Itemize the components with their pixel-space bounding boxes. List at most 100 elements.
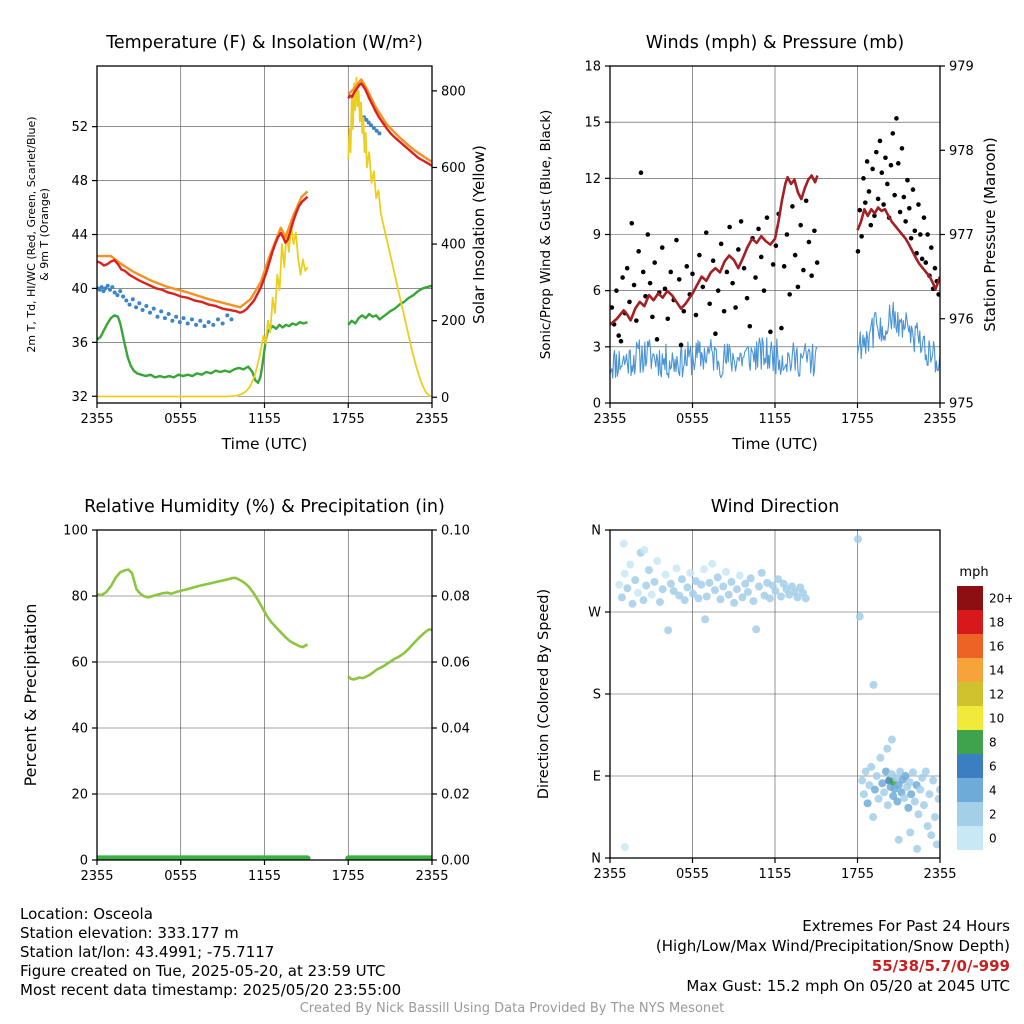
series-direction-dots [615, 535, 940, 853]
svg-text:3: 3 [593, 340, 601, 355]
svg-text:40: 40 [71, 722, 88, 737]
svg-text:2355: 2355 [923, 412, 956, 427]
svg-text:0: 0 [593, 397, 601, 412]
svg-text:2355: 2355 [593, 867, 626, 882]
svg-text:Solar Insolation (Yellow): Solar Insolation (Yellow) [470, 145, 488, 324]
svg-text:N: N [591, 524, 601, 539]
svg-text:20+: 20+ [989, 592, 1012, 606]
svg-text:200: 200 [441, 314, 466, 329]
svg-text:6: 6 [989, 760, 997, 774]
svg-text:977: 977 [949, 228, 974, 243]
svg-text:14: 14 [989, 664, 1004, 678]
svg-text:0555: 0555 [676, 412, 709, 427]
series-insolation-yellow [97, 76, 432, 398]
wind_direction-title: Wind Direction [711, 497, 840, 517]
panel-wind-direction: 2355 0555 1155 1755 2355 N W S E N Wind Direction D… [512, 468, 1014, 912]
svg-text:20: 20 [71, 788, 88, 803]
panel-temperature-insolation: 2355 0555 1155 1755 2355 32 36 40 44 48 52 0 200 400 6… [12, 8, 504, 470]
svg-text:10: 10 [989, 712, 1004, 726]
svg-text:1155: 1155 [758, 412, 791, 427]
svg-text:0.10: 0.10 [441, 524, 470, 539]
svg-text:2355: 2355 [923, 867, 956, 882]
svg-text:975: 975 [949, 397, 974, 412]
svg-text:1155: 1155 [248, 869, 281, 884]
svg-text:0.08: 0.08 [441, 590, 470, 605]
station-elevation: Station elevation: 333.177 m [20, 924, 239, 942]
svg-text:Percent & Precipitation: Percent & Precipitation [21, 604, 40, 787]
temp_insolation-title: Temperature (F) & Insolation (W/m²) [105, 33, 423, 53]
station-location: Location: Osceola [20, 905, 153, 923]
extremes-values: 55/38/5.7/0/-999 [871, 957, 1010, 975]
svg-text:& 9m T (Orange): & 9m T (Orange) [38, 188, 51, 281]
svg-text:16: 16 [989, 640, 1004, 654]
svg-text:0.02: 0.02 [441, 788, 470, 803]
winds_pressure-axes: 2355 0555 1155 1755 235503691215189759769779… [584, 60, 973, 428]
winds_pressure-title: Winds (mph) & Pressure (mb) [646, 33, 904, 53]
svg-text:100: 100 [63, 524, 88, 539]
svg-text:0: 0 [989, 832, 997, 846]
svg-text:Sonic/Prop Wind & Gust (Blue,: Sonic/Prop Wind & Gust (Blue, Black) [538, 110, 554, 360]
svg-text:0: 0 [441, 391, 449, 406]
svg-text:0: 0 [80, 854, 88, 869]
svg-text:52: 52 [71, 120, 88, 135]
svg-text:60: 60 [71, 656, 88, 671]
svg-text:2355: 2355 [415, 869, 448, 884]
svg-text:4: 4 [989, 784, 997, 798]
svg-text:mph: mph [959, 565, 988, 580]
svg-text:979: 979 [949, 60, 974, 75]
extremes-block: Extremes For Past 24 Hours (High/Low/Max… [656, 916, 1010, 996]
svg-text:1155: 1155 [758, 867, 791, 882]
svg-text:0.00: 0.00 [441, 854, 470, 869]
svg-text:Direction (Colored By Speed): Direction (Colored By Speed) [536, 589, 552, 799]
series-dewpoint-green [97, 284, 432, 384]
svg-text:2: 2 [989, 808, 997, 822]
svg-text:1155: 1155 [248, 412, 281, 427]
svg-text:1755: 1755 [841, 412, 874, 427]
svg-text:18: 18 [989, 616, 1004, 630]
svg-text:Time (UTC): Time (UTC) [221, 435, 308, 453]
panel-winds-pressure: 2355 0555 1155 1755 2355 0 3 6 9 12 15 18 975 976 977 9… [512, 8, 1012, 470]
svg-text:0.04: 0.04 [441, 722, 470, 737]
chart-winds-pressure: 2355 0555 1155 1755 235503691215189759769779… [538, 33, 999, 453]
svg-text:N: N [591, 852, 601, 867]
svg-text:2m T, Td, HI/WC (Red, Green, S: 2m T, Td, HI/WC (Red, Green, Scarlet/Blu… [25, 116, 38, 352]
svg-text:6: 6 [593, 284, 601, 299]
svg-text:44: 44 [71, 228, 88, 243]
svg-text:15: 15 [584, 116, 601, 131]
svg-text:2355: 2355 [80, 412, 113, 427]
svg-text:40: 40 [71, 282, 88, 297]
svg-text:W: W [588, 606, 601, 621]
svg-text:E: E [593, 770, 601, 785]
extremes-title: Extremes For Past 24 Hours [802, 917, 1010, 935]
chart-humidity-precip: 2355 0555 1155 1755 23550204060801000.000.02… [21, 497, 470, 885]
series-sonic-wind-blue [610, 301, 940, 379]
svg-text:0555: 0555 [164, 869, 197, 884]
rh_precip-title: Relative Humidity (%) & Precipitation (i… [84, 497, 445, 517]
svg-text:0.06: 0.06 [441, 656, 470, 671]
svg-text:976: 976 [949, 312, 974, 327]
rh_precip-axes: 2355 0555 1155 1755 23550204060801000.000.02… [63, 524, 470, 885]
station-info: Location: Osceola Station elevation: 333… [20, 905, 401, 1000]
svg-text:2355: 2355 [80, 869, 113, 884]
data-timestamp: Most recent data timestamp: 2025/05/20 2… [20, 981, 402, 999]
svg-text:48: 48 [71, 174, 88, 189]
svg-text:32: 32 [71, 390, 88, 405]
svg-text:400: 400 [441, 238, 466, 253]
series-rh-green [97, 568, 432, 681]
svg-text:12: 12 [584, 172, 601, 187]
series-2m-temp-red [97, 82, 432, 314]
svg-text:Time (UTC): Time (UTC) [731, 435, 818, 453]
svg-text:0555: 0555 [676, 867, 709, 882]
extremes-subtitle: (High/Low/Max Wind/Precipitation/Snow De… [655, 937, 1010, 955]
svg-text:600: 600 [441, 161, 466, 176]
svg-text:2355: 2355 [415, 412, 448, 427]
svg-text:36: 36 [71, 336, 88, 351]
station-latlon: Station lat/lon: 43.4991; -75.7117 [20, 943, 275, 961]
svg-text:9: 9 [593, 228, 601, 243]
credit-line: Created By Nick Bassill Using Data Provi… [299, 1001, 725, 1016]
svg-text:12: 12 [989, 688, 1004, 702]
temp_insolation-axes: 2355 0555 1155 1755 2355 32 36 40 44 48 52 0 200 400 6… [71, 84, 465, 427]
svg-text:8: 8 [989, 736, 997, 750]
series-gust-black [610, 116, 940, 348]
